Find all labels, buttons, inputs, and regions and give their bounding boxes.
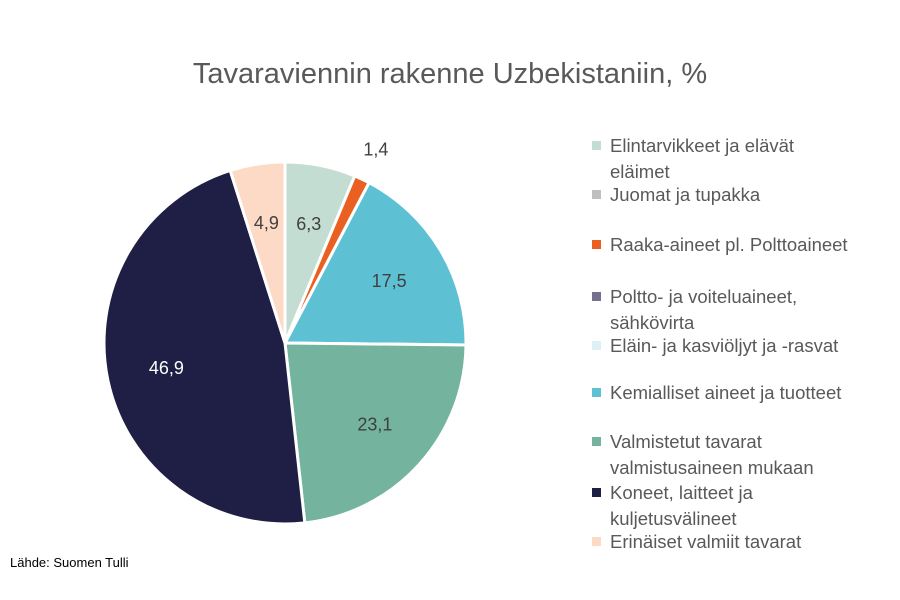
data-label: 46,9 <box>149 358 184 378</box>
legend-item: Koneet, laitteet ja kuljetusvälineet <box>592 480 892 532</box>
pie-slice <box>228 160 287 344</box>
pie-slice <box>283 341 468 525</box>
legend-item: Eläin- ja kasviöljyt ja -rasvat <box>592 333 892 359</box>
source-note: Lähde: Suomen Tulli <box>10 555 129 570</box>
legend-item: Valmistetut tavarat valmistusaineen muka… <box>592 429 892 481</box>
legend-label: Erinäiset valmiit tavarat <box>610 531 802 552</box>
legend-swatch <box>592 437 601 446</box>
legend-label: Raaka-aineet pl. Polttoaineet <box>610 234 848 255</box>
data-label: 17,5 <box>372 271 407 291</box>
legend-swatch <box>592 537 601 546</box>
data-label: 6,3 <box>296 214 321 234</box>
legend-item: Kemialliset aineet ja tuotteet <box>592 380 892 406</box>
legend-swatch <box>592 341 601 350</box>
legend-label: Eläin- ja kasviöljyt ja -rasvat <box>610 335 839 356</box>
pie-slice <box>282 180 468 347</box>
legend-swatch <box>592 141 601 150</box>
legend-swatch <box>592 292 601 301</box>
data-label: 4,9 <box>254 213 279 233</box>
legend-label: Valmistetut tavarat valmistusaineen muka… <box>610 431 814 478</box>
legend-swatch <box>592 388 601 397</box>
legend-label: Juomat ja tupakka <box>610 184 761 205</box>
legend-item: Erinäiset valmiit tavarat <box>592 529 892 555</box>
legend-swatch <box>592 488 601 497</box>
legend-label: Koneet, laitteet ja kuljetusvälineet <box>610 482 753 529</box>
legend-item: Poltto- ja voiteluaineet, sähkövirta <box>592 284 892 336</box>
legend-swatch <box>592 240 601 249</box>
legend-label: Elintarvikkeet ja elävät eläimet <box>610 135 795 182</box>
legend-swatch <box>592 190 601 199</box>
chart-title: Tavaraviennin rakenne Uzbekistaniin, % <box>192 58 708 90</box>
data-label: 1,4 <box>363 140 388 160</box>
legend-label: Poltto- ja voiteluaineet, sähkövirta <box>610 286 798 333</box>
data-label: 23,1 <box>357 414 392 434</box>
legend-item: Raaka-aineet pl. Polttoaineet <box>592 232 892 258</box>
legend-item: Juomat ja tupakka <box>592 182 892 208</box>
legend-label: Kemialliset aineet ja tuotteet <box>610 382 842 403</box>
pie-slice <box>102 168 307 526</box>
legend-item: Elintarvikkeet ja elävät eläimet <box>592 133 892 185</box>
